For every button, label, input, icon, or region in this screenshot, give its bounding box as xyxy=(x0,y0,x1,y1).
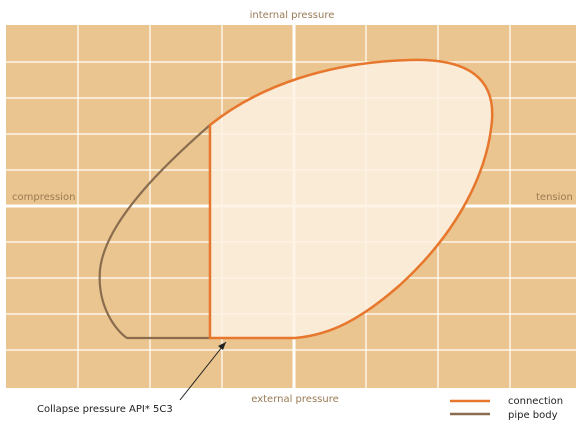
axis-label-right: tension xyxy=(536,192,573,203)
legend-label: pipe body xyxy=(508,410,558,421)
legend-label: connection xyxy=(508,396,563,407)
pipe-body-curve xyxy=(98,124,211,340)
axis-label-top: internal pressure xyxy=(250,10,335,21)
connection-envelope xyxy=(208,58,494,340)
annotation-arrow xyxy=(179,341,227,401)
arrow-head xyxy=(218,342,226,350)
axis-label-left: compression xyxy=(12,192,75,203)
axis-label-bottom: external pressure xyxy=(251,394,339,405)
annotation: Collapse pressure API* 5C3 xyxy=(37,404,173,415)
